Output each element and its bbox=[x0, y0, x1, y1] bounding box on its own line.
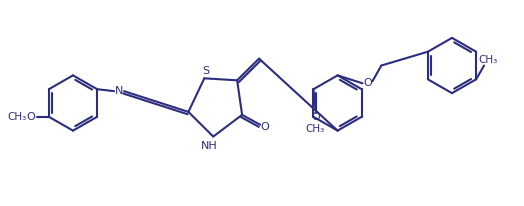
Text: O: O bbox=[363, 78, 372, 88]
Text: N: N bbox=[115, 86, 123, 96]
Text: NH: NH bbox=[201, 141, 217, 151]
Text: O: O bbox=[311, 112, 320, 122]
Text: O: O bbox=[27, 112, 35, 122]
Text: CH₃: CH₃ bbox=[7, 112, 27, 122]
Text: O: O bbox=[260, 122, 269, 132]
Text: CH₃: CH₃ bbox=[306, 124, 325, 134]
Text: S: S bbox=[203, 66, 210, 76]
Text: CH₃: CH₃ bbox=[478, 55, 498, 65]
